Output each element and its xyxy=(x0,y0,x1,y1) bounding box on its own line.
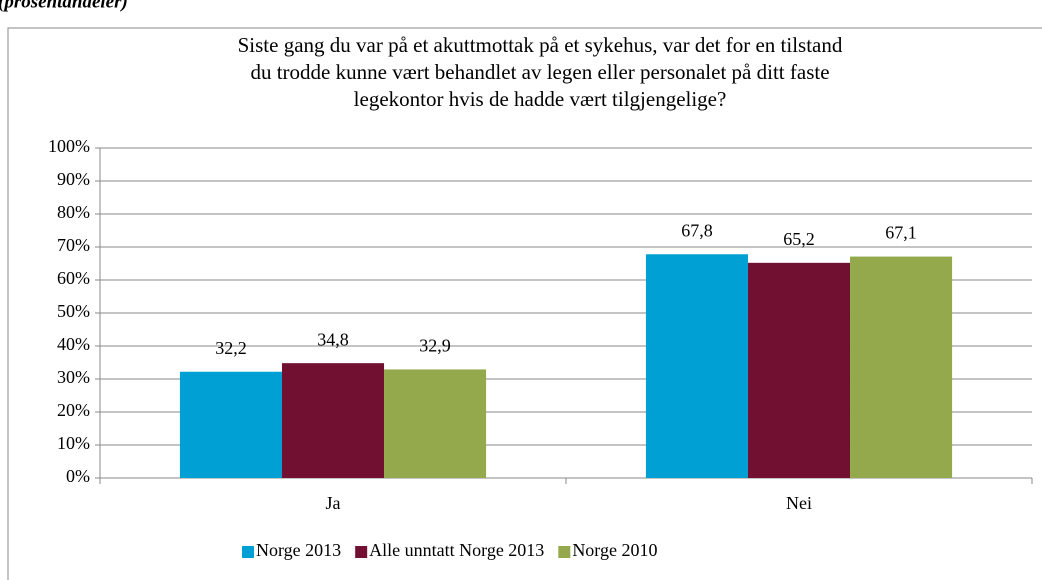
chart-title: legekontor hvis de hadde vært tilgjengel… xyxy=(354,87,727,111)
legend-label: Norge 2010 xyxy=(572,540,657,560)
legend-label: Alle unntatt Norge 2013 xyxy=(369,540,544,560)
y-tick-label: 30% xyxy=(57,367,90,387)
y-tick-label: 20% xyxy=(57,400,90,420)
chart-subtitle: (prosentandeler) xyxy=(0,0,128,12)
x-tick-label: Ja xyxy=(326,493,341,513)
bar xyxy=(384,369,487,478)
y-tick-label: 90% xyxy=(57,169,90,189)
value-label: 32,9 xyxy=(419,336,451,356)
chart-title: Siste gang du var på et akuttmottak på e… xyxy=(238,33,843,57)
legend-label: Norge 2013 xyxy=(256,540,341,560)
x-tick-label: Nei xyxy=(786,493,812,513)
value-label: 65,2 xyxy=(783,229,815,249)
value-label: 67,8 xyxy=(681,220,713,240)
value-label: 67,1 xyxy=(885,223,917,243)
y-tick-label: 70% xyxy=(57,235,90,255)
y-tick-label: 80% xyxy=(57,202,90,222)
y-tick-label: 50% xyxy=(57,301,90,321)
bar xyxy=(747,262,851,478)
chart-title: du trodde kunne vært behandlet av legen … xyxy=(250,60,829,84)
y-tick-label: 0% xyxy=(66,466,90,486)
bar xyxy=(645,254,748,478)
bar xyxy=(850,256,953,478)
value-label: 34,8 xyxy=(317,329,349,349)
y-tick-label: 60% xyxy=(57,268,90,288)
legend-swatch xyxy=(355,546,368,558)
y-tick-label: 100% xyxy=(48,136,90,156)
y-tick-label: 10% xyxy=(57,433,90,453)
legend-swatch xyxy=(242,546,254,558)
y-tick-label: 40% xyxy=(57,334,90,354)
bar xyxy=(281,363,385,478)
legend-swatch xyxy=(558,546,571,558)
bar xyxy=(179,371,282,478)
value-label: 32,2 xyxy=(215,338,247,358)
